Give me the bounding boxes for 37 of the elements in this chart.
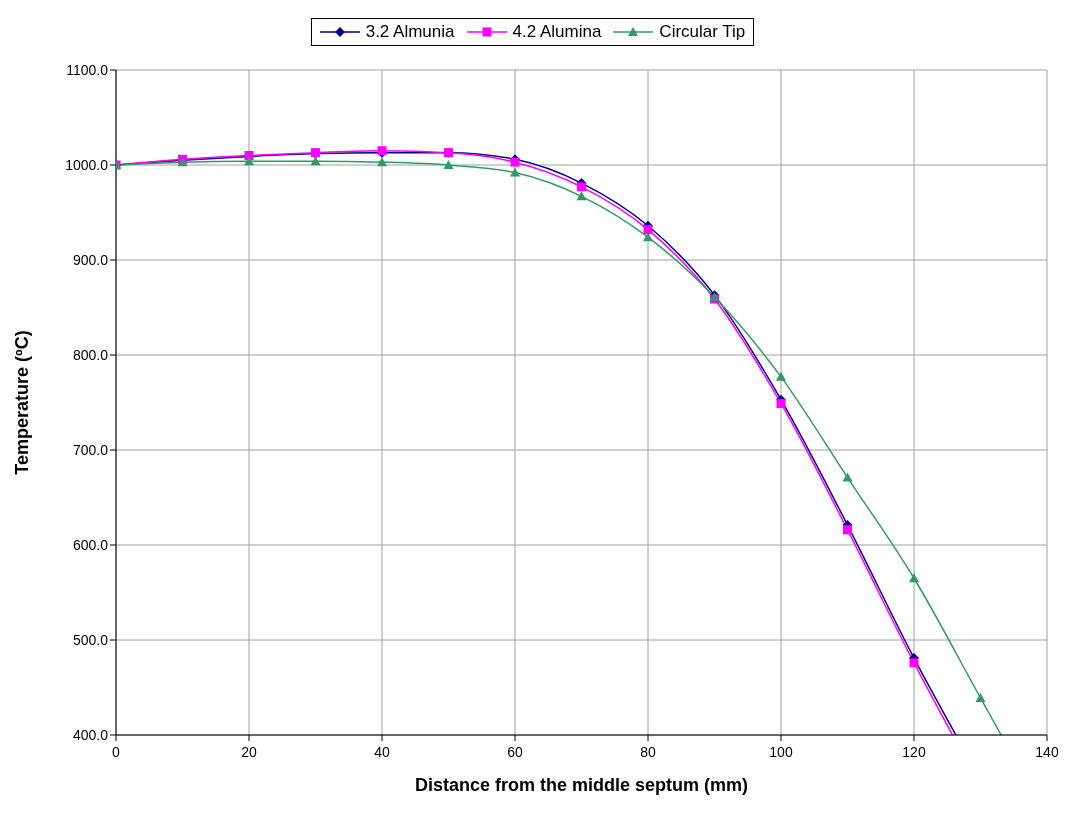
x-tick-label: 40 <box>374 744 390 760</box>
y-tick-label: 500.0 <box>72 631 109 648</box>
point <box>310 156 321 166</box>
y-tick-label: 600.0 <box>72 536 109 553</box>
point <box>377 157 387 167</box>
point <box>577 182 586 192</box>
point <box>909 573 919 583</box>
x-tick-label: 140 <box>1035 744 1059 760</box>
x-axis-title: Distance from the middle septum (mm) <box>414 775 749 795</box>
point <box>975 692 986 702</box>
point <box>909 658 919 668</box>
legend-label: 3.2 Almunia <box>365 22 455 42</box>
y-tick-label: 1100.0 <box>66 61 109 78</box>
x-tick-label: 20 <box>241 744 257 760</box>
legend-label: Circular Tip <box>659 22 746 42</box>
y-tick-label: 1000.0 <box>65 156 109 173</box>
point <box>643 225 653 235</box>
point <box>842 472 853 482</box>
point <box>443 160 454 169</box>
x-tick-label: 80 <box>640 744 656 760</box>
y-tick-label: 700.0 <box>72 441 109 458</box>
point <box>776 398 786 408</box>
x-tick-label: 60 <box>507 744 523 760</box>
y-tick-label: 900.0 <box>72 251 109 268</box>
point <box>510 167 520 177</box>
x-tick-label: 100 <box>769 744 793 760</box>
y-tick-label: 400.0 <box>72 726 109 743</box>
legend-label: 4.2 Alumina <box>512 22 602 42</box>
x-tick-label: 120 <box>902 744 926 760</box>
y-tick-label: 800.0 <box>72 346 109 363</box>
point <box>643 232 653 242</box>
x-tick-label: 0 <box>112 744 121 760</box>
y-axis-title: Temperature (ºC) <box>12 330 33 475</box>
point <box>776 371 786 381</box>
point <box>576 191 587 201</box>
point <box>843 525 852 535</box>
point <box>244 156 254 166</box>
